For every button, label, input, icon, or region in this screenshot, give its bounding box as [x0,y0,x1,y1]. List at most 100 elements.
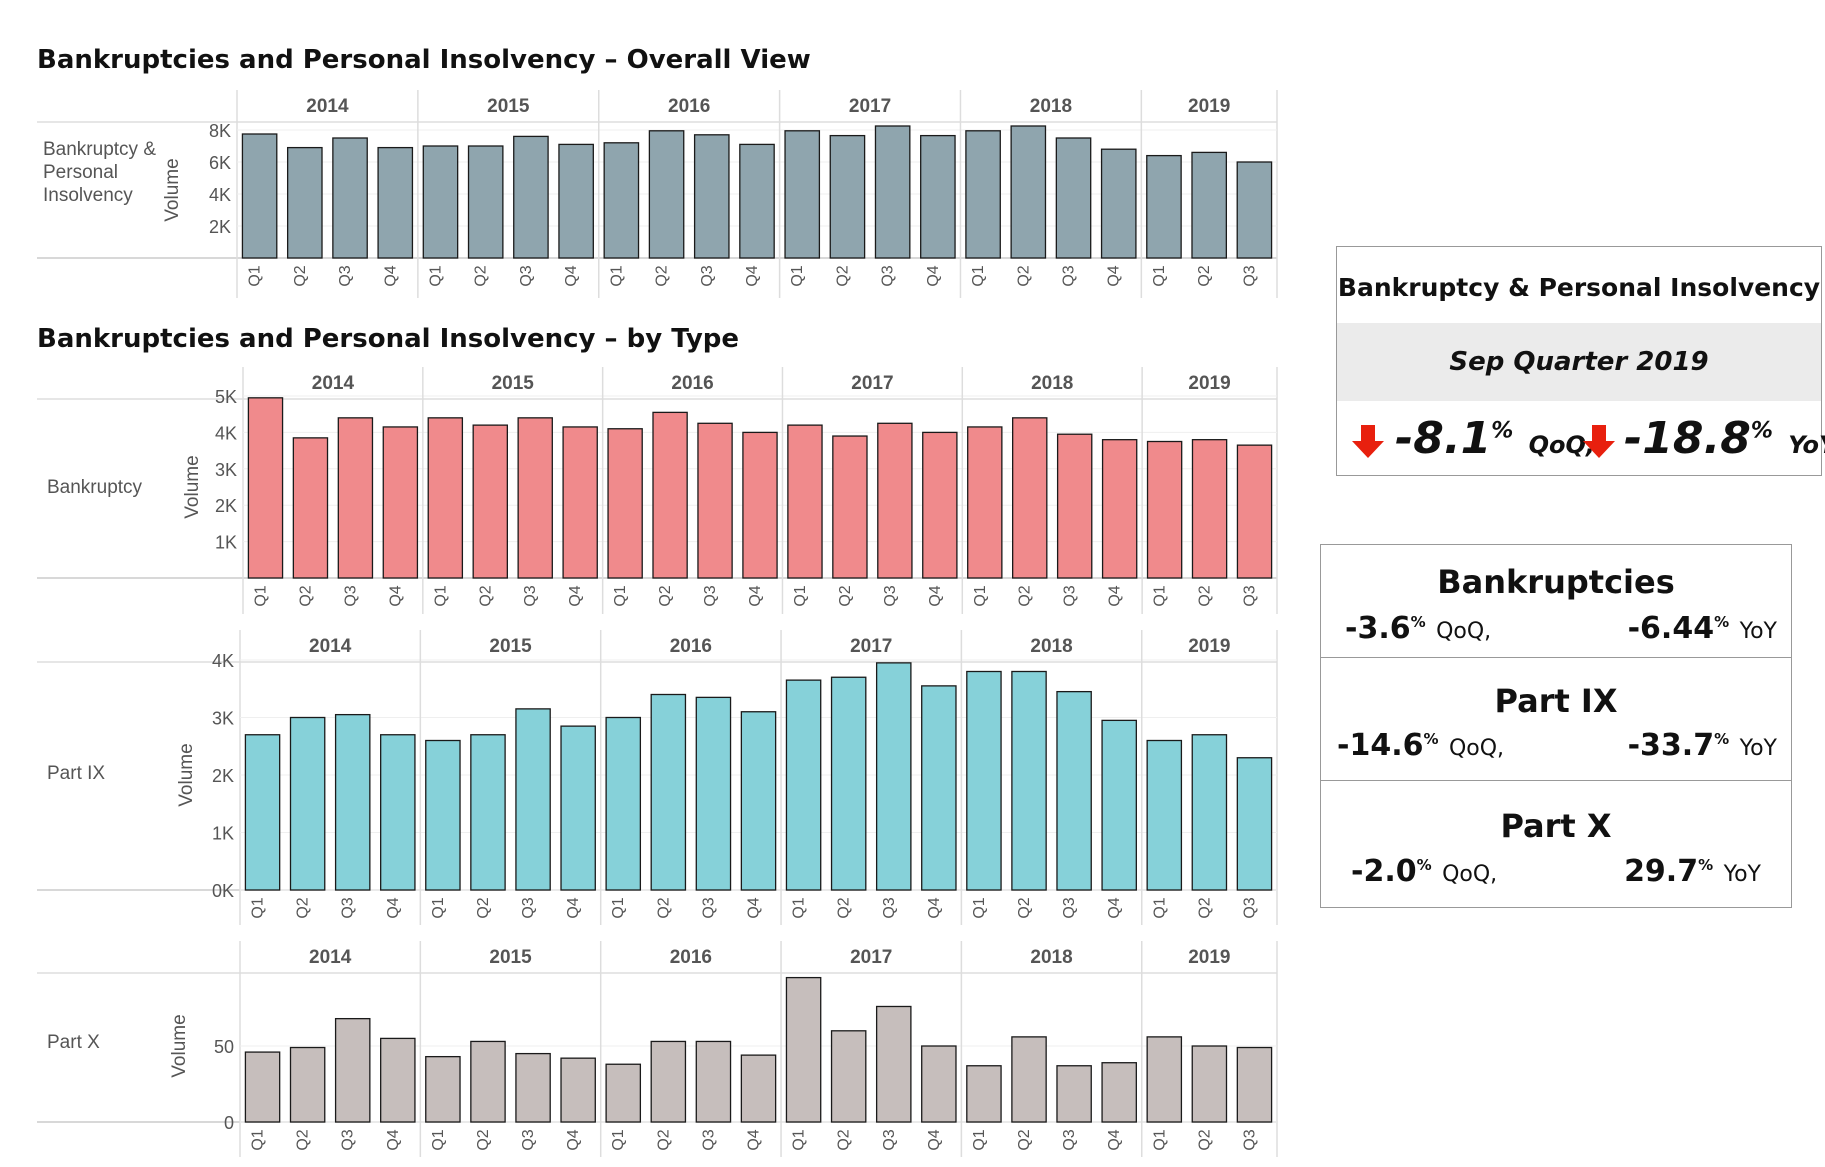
quarter-label: Q3 [518,265,535,286]
yoy-unit: % [1714,613,1730,631]
bar [1191,151,1228,259]
quarter-label: Q2 [1016,897,1033,918]
quarter-label: Q1 [791,1129,808,1150]
chart-panel-2: 0K 1K 2K 3K 4K 2014 2015 2016 2017 2018 2019 Q1 Q2 Q3… [37,630,1278,925]
bar [1236,1046,1273,1123]
year-label: 2019 [1188,373,1230,394]
breakdown-title: Part X [1500,807,1612,845]
quarter-label: Q3 [520,1129,537,1150]
year-label: 2018 [1031,373,1073,394]
quarter-label: Q3 [337,265,354,286]
overall-view-title: Bankruptcies and Personal Insolvency – O… [37,45,811,75]
y-tick-label: 1K [212,824,234,844]
yoy-unit: % [1750,418,1773,444]
bar [1011,670,1047,891]
y-tick-label: 2K [212,766,234,786]
y-axis-title: Volume [162,158,183,221]
y-tick-label: 6K [209,153,231,173]
y-tick-label: 3K [215,460,237,480]
year-label: 2017 [851,373,893,394]
bar [1191,439,1228,579]
y-tick-label: 4K [209,185,231,205]
bar [1146,440,1183,579]
year-label: 2015 [489,636,532,657]
y-tick-label: 4K [215,423,237,443]
year-label: 2019 [1188,96,1230,117]
bar [1056,433,1093,579]
bar [1056,1065,1092,1123]
bar [332,137,368,259]
quarter-label: Q2 [836,897,853,918]
quarter-label: Q4 [744,265,761,286]
row-label: Part X [47,1032,100,1053]
bar [650,693,687,891]
quarter-label: Q1 [792,585,809,606]
quarter-label: Q2 [1197,585,1214,606]
quarter-label: Q4 [385,1129,402,1150]
qoq-unit: % [1423,730,1439,748]
qoq-tag: QoQ, [1436,619,1492,644]
quarter-label: Q3 [882,585,899,606]
quarter-label: Q1 [430,897,447,918]
bar [334,1017,371,1123]
y-tick-label: 0K [212,881,234,901]
bar [921,685,957,891]
quarter-label: Q3 [1242,585,1259,606]
y-axis-title: Volume [182,455,203,518]
bar [1101,439,1138,579]
year-label: 2016 [668,96,710,117]
summary-change-row: -8.1% QoQ, -18.8% YoY [1337,413,1825,465]
quarter-label: Q2 [837,585,854,606]
quarter-label: Q4 [565,1129,582,1150]
quarter-label: Q4 [746,1129,763,1150]
down-arrow-icon [1583,425,1615,458]
quarter-label: Q4 [1106,1129,1123,1150]
quarter-label: Q4 [926,1129,943,1150]
bar [830,1030,867,1123]
quarter-label: Q1 [1151,1129,1168,1150]
breakdown-title: Part IX [1494,682,1618,720]
breakdown-part-ix: Part IX -14.6% QoQ, -33.7% YoY [1321,657,1791,781]
year-label: 2018 [1030,96,1072,117]
bar [1191,734,1228,891]
bar [785,679,822,891]
y-tick-label: 3K [212,709,234,729]
bar [1146,739,1183,891]
bar [652,411,688,579]
bar [787,424,823,579]
breakdown-bankruptcies: Bankruptcies -3.6% QoQ, -6.44% YoY [1321,545,1791,658]
quarter-label: Q4 [747,585,764,606]
bar [920,134,956,259]
quarter-label: Q4 [1106,265,1123,286]
quarter-label: Q3 [520,897,537,918]
bar [380,1037,416,1123]
quarter-label: Q2 [654,265,671,286]
quarter-label: Q1 [427,265,444,286]
bar [286,146,323,259]
y-tick-label: 0 [224,1113,234,1133]
bar [382,426,419,579]
y-tick-label: 2K [209,217,231,237]
qoq-value: -14.6 [1337,728,1424,763]
by-type-title: Bankruptcies and Personal Insolvency – b… [37,324,740,354]
bar [922,431,958,579]
period-band: Sep Quarter 2019 [1337,323,1821,401]
quarter-label: Q1 [971,1129,988,1150]
quarter-label: Q2 [1196,1129,1213,1150]
bar [1146,1036,1183,1123]
bar [967,426,1003,579]
year-label: 2016 [670,947,712,968]
quarter-label: Q1 [610,897,627,918]
quarter-label: Q2 [475,897,492,918]
quarter-label: Q3 [1061,1129,1078,1150]
bar [1101,719,1137,891]
bar [380,734,416,891]
quarter-label: Q1 [252,585,269,606]
yoy-unit: % [1714,730,1730,748]
quarter-label: Q1 [789,265,806,286]
bar [605,716,642,891]
quarter-label: Q3 [1061,265,1078,286]
y-tick-label: 2K [215,496,237,516]
quarter-label: Q2 [477,585,494,606]
quarter-label: Q2 [655,1129,672,1150]
